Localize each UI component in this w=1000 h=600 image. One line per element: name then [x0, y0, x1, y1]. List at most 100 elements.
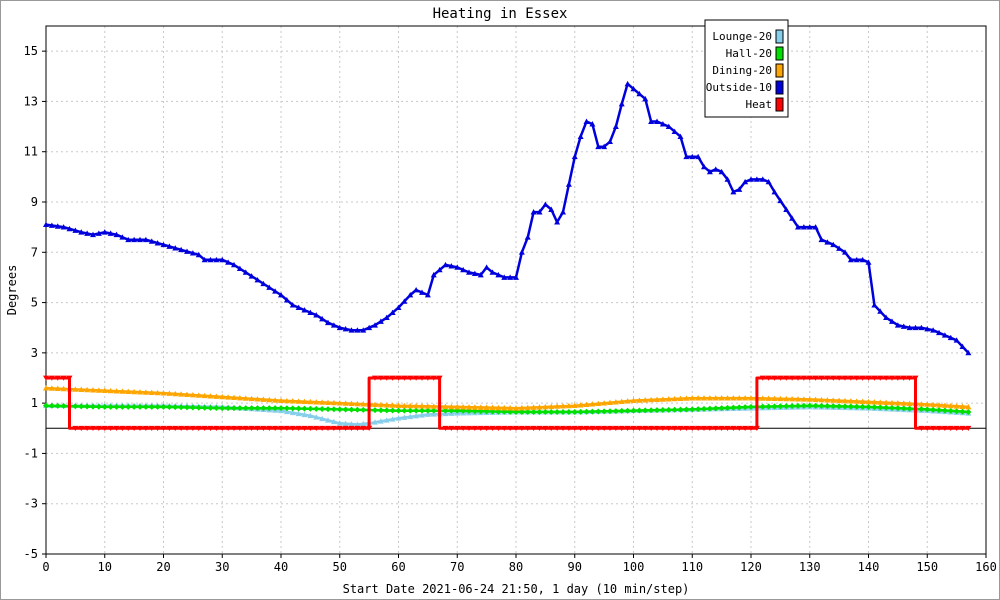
data-point — [795, 375, 801, 381]
x-tick-label: 20 — [156, 560, 170, 574]
data-point — [448, 403, 455, 410]
data-point — [906, 375, 913, 381]
data-point — [166, 404, 173, 411]
data-point — [319, 406, 326, 413]
data-point — [72, 227, 79, 233]
data-point — [424, 292, 431, 298]
data-point — [818, 396, 825, 403]
data-point — [272, 405, 279, 412]
data-point — [389, 407, 396, 414]
data-point — [307, 309, 314, 316]
data-point — [501, 425, 508, 431]
data-point — [806, 402, 813, 409]
data-point — [377, 318, 384, 324]
data-point — [518, 408, 525, 415]
data-point — [142, 403, 149, 410]
x-tick-label: 70 — [450, 560, 464, 574]
data-point — [583, 425, 590, 431]
data-point — [859, 398, 866, 405]
data-point — [471, 270, 478, 277]
data-point — [659, 396, 666, 402]
data-point — [789, 375, 796, 381]
data-point — [278, 397, 284, 404]
data-point — [195, 392, 202, 398]
data-point — [642, 425, 649, 431]
data-point — [636, 425, 643, 431]
series-line — [46, 376, 969, 430]
data-point — [213, 393, 220, 399]
data-point — [894, 322, 901, 328]
x-tick-label: 120 — [740, 560, 762, 574]
data-point — [413, 403, 420, 409]
data-point — [454, 264, 461, 270]
data-point — [307, 398, 314, 405]
data-point — [266, 284, 273, 290]
data-point — [924, 425, 931, 431]
data-point — [178, 246, 185, 253]
x-tick-label: 90 — [568, 560, 582, 574]
data-point — [530, 404, 537, 410]
data-point — [184, 248, 190, 254]
data-point — [706, 425, 713, 431]
data-point — [736, 425, 743, 431]
data-point — [289, 302, 296, 308]
data-point — [701, 395, 707, 401]
data-point — [683, 406, 690, 413]
data-point — [742, 178, 749, 185]
data-point — [372, 401, 378, 408]
data-point — [677, 395, 684, 402]
data-point — [936, 402, 942, 408]
data-point — [66, 225, 73, 232]
data-point — [119, 425, 126, 431]
data-point — [395, 407, 402, 414]
data-point — [125, 388, 132, 394]
data-point — [60, 375, 67, 381]
data-point — [195, 425, 202, 431]
data-point — [219, 405, 226, 412]
data-point — [501, 404, 508, 411]
data-point — [724, 425, 731, 431]
data-point — [248, 395, 255, 402]
data-point — [319, 399, 326, 405]
data-point — [248, 425, 255, 431]
data-point — [448, 263, 455, 269]
data-point — [560, 403, 566, 409]
y-tick-label: -3 — [24, 497, 38, 511]
data-point — [424, 403, 431, 409]
data-point — [965, 349, 972, 356]
data-point — [372, 419, 378, 425]
data-point — [706, 168, 713, 175]
data-point — [689, 406, 696, 413]
data-point — [730, 404, 737, 411]
data-point — [407, 407, 414, 414]
data-point — [630, 397, 637, 404]
y-tick-label: 15 — [24, 44, 38, 58]
y-axis-label: Degrees — [5, 265, 19, 316]
data-point — [859, 256, 866, 263]
data-point — [325, 399, 331, 406]
data-point — [947, 425, 954, 431]
data-point — [624, 407, 631, 414]
x-axis-label: Start Date 2021-06-24 21:50, 1 day (10 m… — [343, 582, 690, 596]
data-point — [941, 332, 948, 338]
data-point — [630, 425, 637, 431]
data-point — [301, 411, 308, 418]
data-point — [701, 163, 707, 170]
data-point — [319, 315, 326, 322]
data-point — [260, 280, 267, 287]
data-point — [283, 297, 290, 303]
data-point — [54, 385, 61, 391]
data-point — [278, 292, 284, 298]
data-point — [107, 387, 114, 394]
data-point — [107, 230, 114, 236]
data-point — [871, 399, 878, 405]
data-point — [342, 425, 349, 431]
data-point — [125, 403, 132, 410]
data-point — [43, 385, 49, 391]
data-point — [800, 375, 807, 381]
data-point — [930, 425, 937, 431]
y-tick-label: 5 — [31, 296, 38, 310]
data-point — [659, 121, 666, 127]
data-point — [330, 322, 337, 328]
data-point — [178, 404, 185, 411]
